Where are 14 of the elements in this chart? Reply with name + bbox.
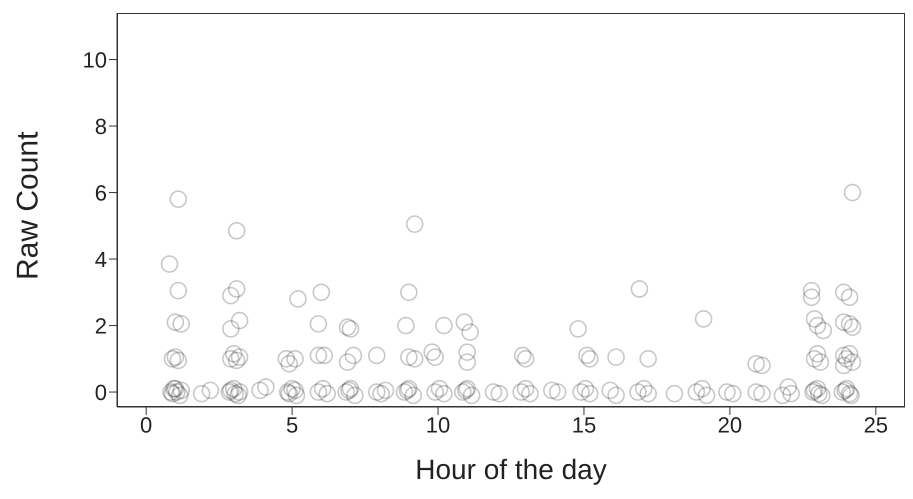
y-tick-label: 2 xyxy=(94,313,107,338)
x-axis-title: Hour of the day xyxy=(415,454,607,485)
y-tick-label: 0 xyxy=(94,380,107,405)
x-tick-label: 25 xyxy=(864,412,888,438)
x-tick-label: 5 xyxy=(286,412,298,438)
y-tick-label: 4 xyxy=(94,246,107,272)
y-tick-label: 6 xyxy=(94,180,107,206)
y-tick-label: 8 xyxy=(94,114,107,139)
x-tick-label: 10 xyxy=(426,412,450,438)
y-axis-title: Raw Count xyxy=(12,130,45,280)
x-tick-label: 0 xyxy=(140,412,152,438)
y-tick-label: 10 xyxy=(82,47,107,72)
x-tick-label: 15 xyxy=(572,412,596,438)
x-tick-label: 20 xyxy=(718,412,742,438)
